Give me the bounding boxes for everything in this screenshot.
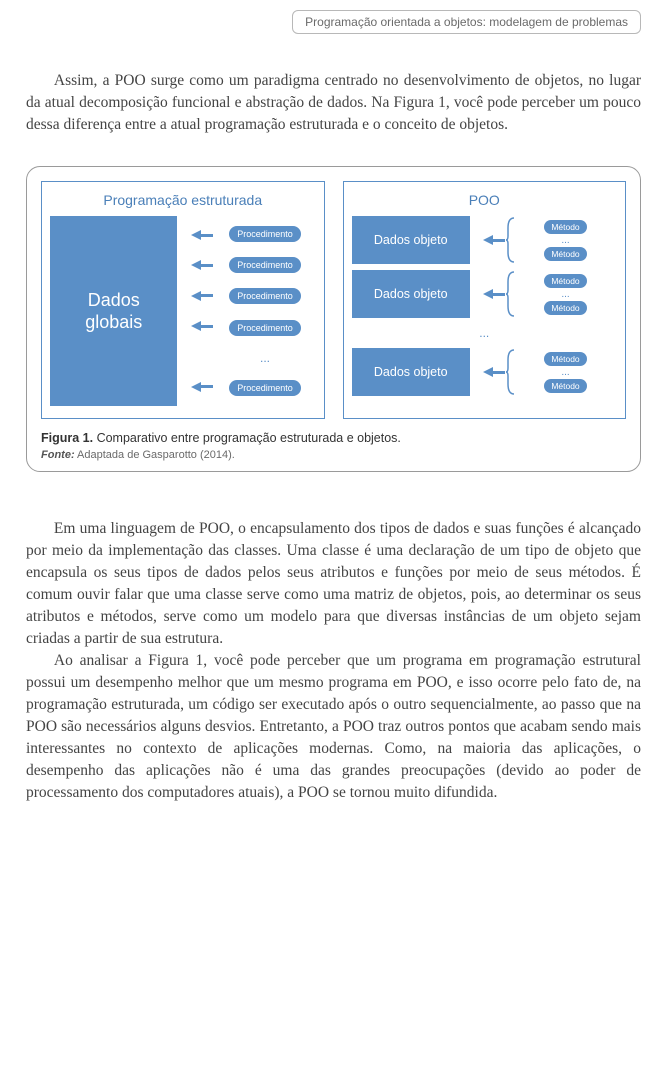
method-pill: Método	[544, 379, 586, 393]
brace-icon	[506, 270, 514, 318]
figure-caption-label: Figura 1.	[41, 431, 93, 445]
figure-source: Fonte: Adaptada de Gasparotto (2014).	[41, 449, 626, 461]
method-dots: ...	[561, 367, 569, 378]
brace-icon	[506, 216, 514, 264]
method-pill: Método	[544, 301, 586, 315]
object-row: Dados objeto Método ... Método	[352, 348, 618, 396]
figure-caption: Figura 1. Comparativo entre programação …	[41, 431, 626, 445]
procedure-pill: Procedimento	[229, 288, 301, 304]
object-arrow	[470, 367, 506, 377]
object-arrow	[470, 289, 506, 299]
arrow-left-icon	[191, 260, 201, 270]
object-row: Dados objeto Método ... Método	[352, 216, 618, 264]
poo-objects: Dados objeto Método ... Método Dados obj…	[352, 216, 618, 396]
body-p2: Ao analisar a Figura 1, você pode perceb…	[26, 650, 641, 804]
object-arrow	[470, 235, 506, 245]
object-methods: Método ... Método	[514, 220, 617, 261]
body-text: Em uma linguagem de POO, o encapsulament…	[26, 518, 641, 804]
global-data-block: Dados globais	[50, 216, 177, 406]
structured-content: Dados globais Procedimento Procedimento …	[50, 216, 316, 406]
method-dots: ...	[561, 235, 569, 246]
panel-structured-title: Programação estruturada	[50, 192, 316, 208]
procedure-pill: Procedimento	[229, 226, 301, 242]
arrow-left-icon	[191, 321, 201, 331]
procedure-dots: ...	[260, 351, 270, 365]
procedure-pill: Procedimento	[229, 380, 301, 396]
figure-source-label: Fonte:	[41, 449, 75, 461]
arrow-left-icon	[191, 291, 201, 301]
panel-poo: POO Dados objeto Método ... Método Dados	[343, 181, 627, 419]
body-p1: Em uma linguagem de POO, o encapsulament…	[26, 518, 641, 650]
object-data-block: Dados objeto	[352, 216, 470, 264]
object-data-block: Dados objeto	[352, 270, 470, 318]
object-row: Dados objeto Método ... Método	[352, 270, 618, 318]
arrow-left-icon	[191, 230, 201, 240]
figure-1-frame: Programação estruturada Dados globais Pr…	[26, 166, 641, 472]
method-pill: Método	[544, 220, 586, 234]
header-title: Programação orientada a objetos: modelag…	[292, 10, 641, 34]
brace-icon	[506, 348, 514, 396]
object-data-block: Dados objeto	[352, 348, 470, 396]
figure-diagrams: Programação estruturada Dados globais Pr…	[41, 181, 626, 419]
page-header: Programação orientada a objetos: modelag…	[26, 10, 641, 34]
procedure-pill: Procedimento	[229, 257, 301, 273]
arrow-left-icon	[483, 367, 493, 377]
arrow-left-icon	[483, 235, 493, 245]
procedure-pills: Procedimento Procedimento Procedimento P…	[215, 216, 316, 406]
object-ellipsis: ...	[352, 326, 618, 340]
figure-source-text: Adaptada de Gasparotto (2014).	[75, 449, 235, 461]
panel-structured: Programação estruturada Dados globais Pr…	[41, 181, 325, 419]
method-pill: Método	[544, 352, 586, 366]
object-methods: Método ... Método	[514, 352, 617, 393]
global-data-line2: globais	[85, 311, 142, 334]
method-pill: Método	[544, 247, 586, 261]
method-pill: Método	[544, 274, 586, 288]
structured-arrows	[177, 216, 214, 406]
arrow-left-icon	[483, 289, 493, 299]
method-dots: ...	[561, 289, 569, 300]
panel-poo-title: POO	[352, 192, 618, 208]
arrow-left-icon	[191, 382, 201, 392]
intro-paragraph: Assim, a POO surge como um paradigma cen…	[26, 70, 641, 136]
global-data-line1: Dados	[88, 289, 140, 312]
procedure-pill: Procedimento	[229, 320, 301, 336]
object-methods: Método ... Método	[514, 274, 617, 315]
figure-caption-text: Comparativo entre programação estruturad…	[93, 431, 401, 445]
